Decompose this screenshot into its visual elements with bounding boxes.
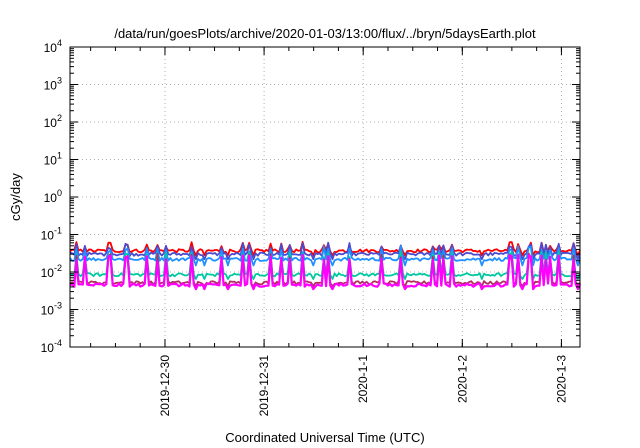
x-tick-label: 2019-12-31 xyxy=(257,355,271,417)
y-tick-exponent: 4 xyxy=(57,38,62,48)
y-tick-label: 10-3 xyxy=(41,301,62,318)
x-axis: 2019-12-30 2019-12-31 2020-1-1 2020-1-2 2020… xyxy=(90,47,568,417)
y-tick-exponent: -1 xyxy=(54,226,62,236)
y-tick-exponent: 0 xyxy=(57,188,62,198)
x-tick-label: 2019-12-30 xyxy=(158,355,172,417)
y-tick-label: 100 xyxy=(44,188,62,205)
x-tick-label: 2020-1-1 xyxy=(356,355,370,403)
y-tick-base: 10 xyxy=(44,191,58,205)
y-tick-base: 10 xyxy=(41,266,55,280)
y-tick-label: 104 xyxy=(44,38,62,55)
y-tick-exponent: -2 xyxy=(54,263,62,273)
y-tick-base: 10 xyxy=(41,229,55,243)
y-tick-exponent: -3 xyxy=(54,301,62,311)
y-axis-label: cGy/day xyxy=(8,173,23,221)
y-tick-base: 10 xyxy=(41,304,55,318)
x-tick-label: 2020-1-3 xyxy=(554,355,568,403)
data-series xyxy=(69,241,582,291)
y-tick-base: 10 xyxy=(44,41,58,55)
chart-title: /data/run/goesPlots/archive/2020-01-03/1… xyxy=(114,26,536,41)
series-line xyxy=(69,253,582,291)
y-tick-label: 102 xyxy=(44,113,62,130)
grid-lines xyxy=(70,47,580,347)
series-line xyxy=(69,245,581,267)
y-tick-base: 10 xyxy=(44,154,58,168)
y-tick-label: 10-1 xyxy=(41,226,62,243)
y-tick-base: 10 xyxy=(44,116,58,130)
y-tick-exponent: 1 xyxy=(57,151,62,161)
y-tick-exponent: -4 xyxy=(54,338,62,348)
x-tick-label: 2020-1-2 xyxy=(455,355,469,403)
y-tick-label: 10-2 xyxy=(41,263,62,280)
y-tick-label: 10-4 xyxy=(41,338,62,355)
y-tick-label: 103 xyxy=(44,76,62,93)
y-tick-base: 10 xyxy=(44,79,58,93)
y-tick-label: 101 xyxy=(44,151,62,168)
x-axis-label: Coordinated Universal Time (UTC) xyxy=(225,430,424,445)
y-tick-base: 10 xyxy=(41,341,55,355)
y-tick-exponent: 2 xyxy=(57,113,62,123)
y-tick-exponent: 3 xyxy=(57,76,62,86)
